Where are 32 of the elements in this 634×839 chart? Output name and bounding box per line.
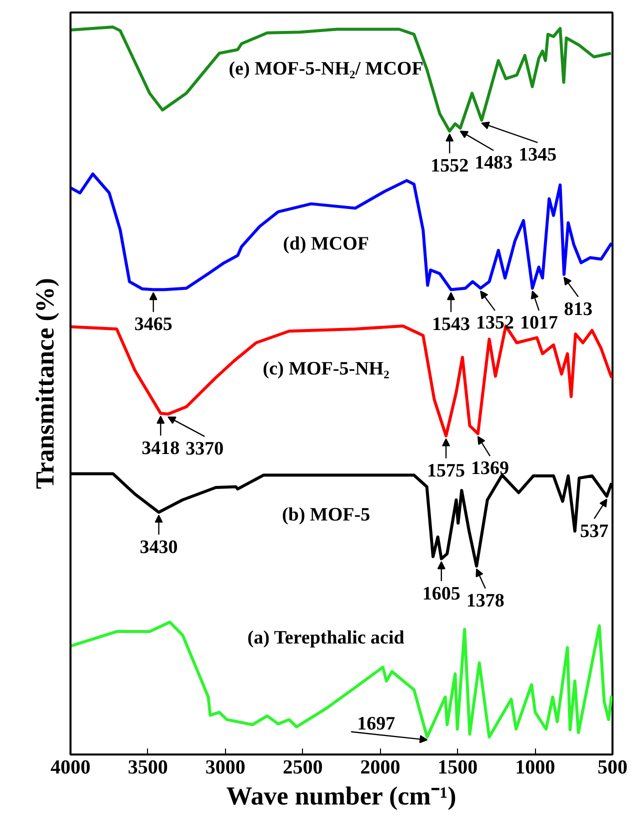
x-tick-label: 2500	[282, 756, 323, 778]
annotation: 1378	[466, 590, 504, 612]
annotation: 1345	[518, 144, 557, 166]
annotation: 3370	[186, 438, 224, 460]
annotation: 1369	[471, 458, 510, 480]
x-tick-label: 1000	[515, 756, 556, 778]
series-label: (c) MOF-5-NH₂	[262, 358, 390, 380]
annotation: 1017	[520, 312, 558, 334]
annotation: 1605	[422, 583, 460, 604]
series-label: (a) Terepthalic acid	[247, 628, 405, 649]
annotation: 1697	[357, 714, 396, 735]
annotation: 3465	[134, 314, 172, 336]
annotation: 1543	[432, 314, 470, 336]
x-tick-label: 3500	[128, 756, 168, 778]
x-tick-label: 3000	[205, 756, 246, 778]
annotation: 1483	[474, 152, 513, 174]
annotation: 813	[564, 298, 592, 320]
x-axis-title: Wave number (cm⁻¹)	[226, 782, 456, 810]
annotation: 537	[580, 520, 609, 542]
x-tick-label: 4000	[50, 756, 90, 778]
series-label: (e) MOF-5-NH₂/ MCOF	[228, 58, 424, 80]
series-label: (d) MCOF	[283, 233, 370, 254]
annotation: 1352	[476, 312, 514, 334]
x-tick-label: 500	[598, 756, 628, 778]
annotation: 1575	[427, 460, 466, 482]
y-axis-title: Transmittance (%)	[30, 278, 60, 490]
x-tick-label: 2000	[360, 756, 400, 778]
series-label: (b) MOF-5	[282, 504, 370, 526]
annotation: 1552	[430, 156, 469, 177]
annotation: 3418	[142, 438, 180, 459]
x-tick-label: 1500	[438, 756, 478, 778]
annotation: 3430	[140, 536, 178, 558]
